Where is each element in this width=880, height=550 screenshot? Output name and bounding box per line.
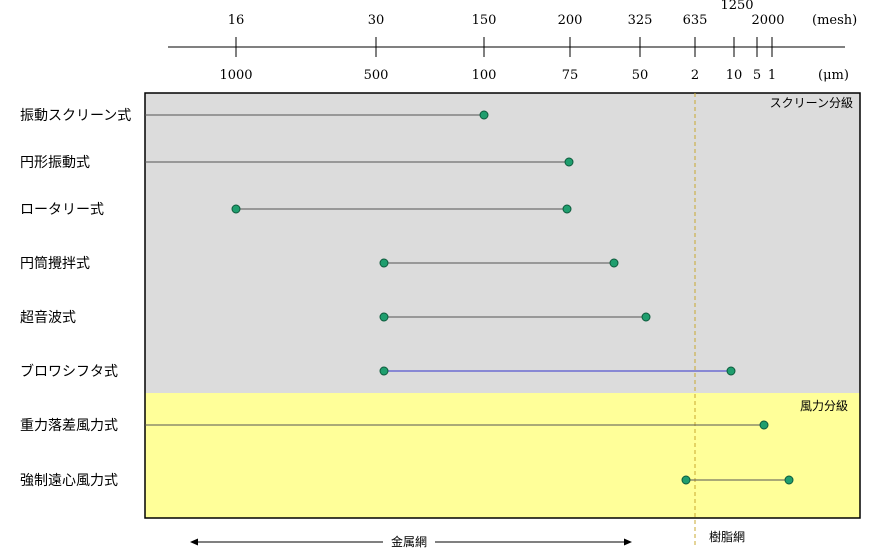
method-label: 円形振動式 <box>20 155 90 171</box>
metal-label-bg <box>383 533 435 549</box>
mesh-tick-label: 2000 <box>751 13 784 28</box>
range-end-marker <box>641 312 651 322</box>
method-row: 振動スクリーン式 <box>20 108 489 124</box>
range-end-marker <box>759 420 769 430</box>
range-start-marker <box>681 475 691 485</box>
range-start-marker <box>379 366 389 376</box>
range-end-marker <box>784 475 794 485</box>
method-row: ロータリー式 <box>20 202 572 218</box>
method-row: 重力落差風力式 <box>20 418 769 434</box>
mesh-unit-label: (mesh) <box>812 13 857 28</box>
method-label: 振動スクリーン式 <box>20 108 131 124</box>
metal-arrow-left-head <box>190 538 198 546</box>
range-start-marker <box>379 312 389 322</box>
mesh-tick-label: 200 <box>558 13 583 28</box>
mesh-tick-label: 150 <box>472 13 497 28</box>
range-start-marker <box>231 204 241 214</box>
screen-region-label: スクリーン分級 <box>770 96 853 110</box>
range-end-marker <box>564 157 574 167</box>
metal-arrow-right-head <box>624 538 632 546</box>
method-rows: 振動スクリーン式円形振動式ロータリー式円筒攪拌式超音波式ブロワシフタ式重力落差風… <box>20 108 794 489</box>
range-start-marker <box>379 258 389 268</box>
method-row: 円筒攪拌式 <box>20 255 619 272</box>
method-label: 円筒攪拌式 <box>20 255 90 272</box>
method-row: 超音波式 <box>20 309 651 326</box>
um-tick-label: 1 <box>768 68 776 83</box>
resin-mesh-label: 樹脂網 <box>709 529 745 544</box>
um-unit-label: (μm) <box>818 68 849 83</box>
range-end-marker <box>726 366 736 376</box>
um-tick-label: 75 <box>562 68 579 83</box>
um-tick-label: 100 <box>472 68 497 83</box>
method-row: ブロワシフタ式 <box>20 363 736 380</box>
mesh-tick-label: 30 <box>368 13 385 28</box>
um-tick-label: 1000 <box>219 68 252 83</box>
air-region-label: 風力分級 <box>800 399 848 413</box>
um-tick-label: 2 <box>691 68 699 83</box>
um-tick-label: 50 <box>632 68 649 83</box>
um-tick-label: 500 <box>364 68 389 83</box>
method-label: ブロワシフタ式 <box>20 363 118 380</box>
method-row: 強制遠心風力式 <box>20 473 794 489</box>
mesh-tick-label: 1250 <box>720 0 753 13</box>
um-tick-label: 10 <box>726 68 743 83</box>
screen-region <box>145 93 860 393</box>
scale-ticks: 16 1000 30 500 150 100 200 75 325 50 635 2 1250 10 200… <box>219 0 784 83</box>
plot-frame <box>144 92 861 519</box>
air-region <box>145 393 860 518</box>
method-label: 強制遠心風力式 <box>20 473 118 489</box>
range-end-marker <box>609 258 619 268</box>
mesh-tick-label: 16 <box>228 13 245 28</box>
method-label: 重力落差風力式 <box>20 418 118 434</box>
metal-mesh-label: 金属網 <box>391 534 427 549</box>
method-row: 円形振動式 <box>20 155 574 171</box>
method-label: 超音波式 <box>20 309 76 326</box>
range-end-marker <box>562 204 572 214</box>
range-end-marker <box>479 110 489 120</box>
method-label: ロータリー式 <box>20 202 104 218</box>
mesh-tick-label: 325 <box>628 13 653 28</box>
um-tick-label: 5 <box>753 68 761 83</box>
mesh-tick-label: 635 <box>683 13 708 28</box>
